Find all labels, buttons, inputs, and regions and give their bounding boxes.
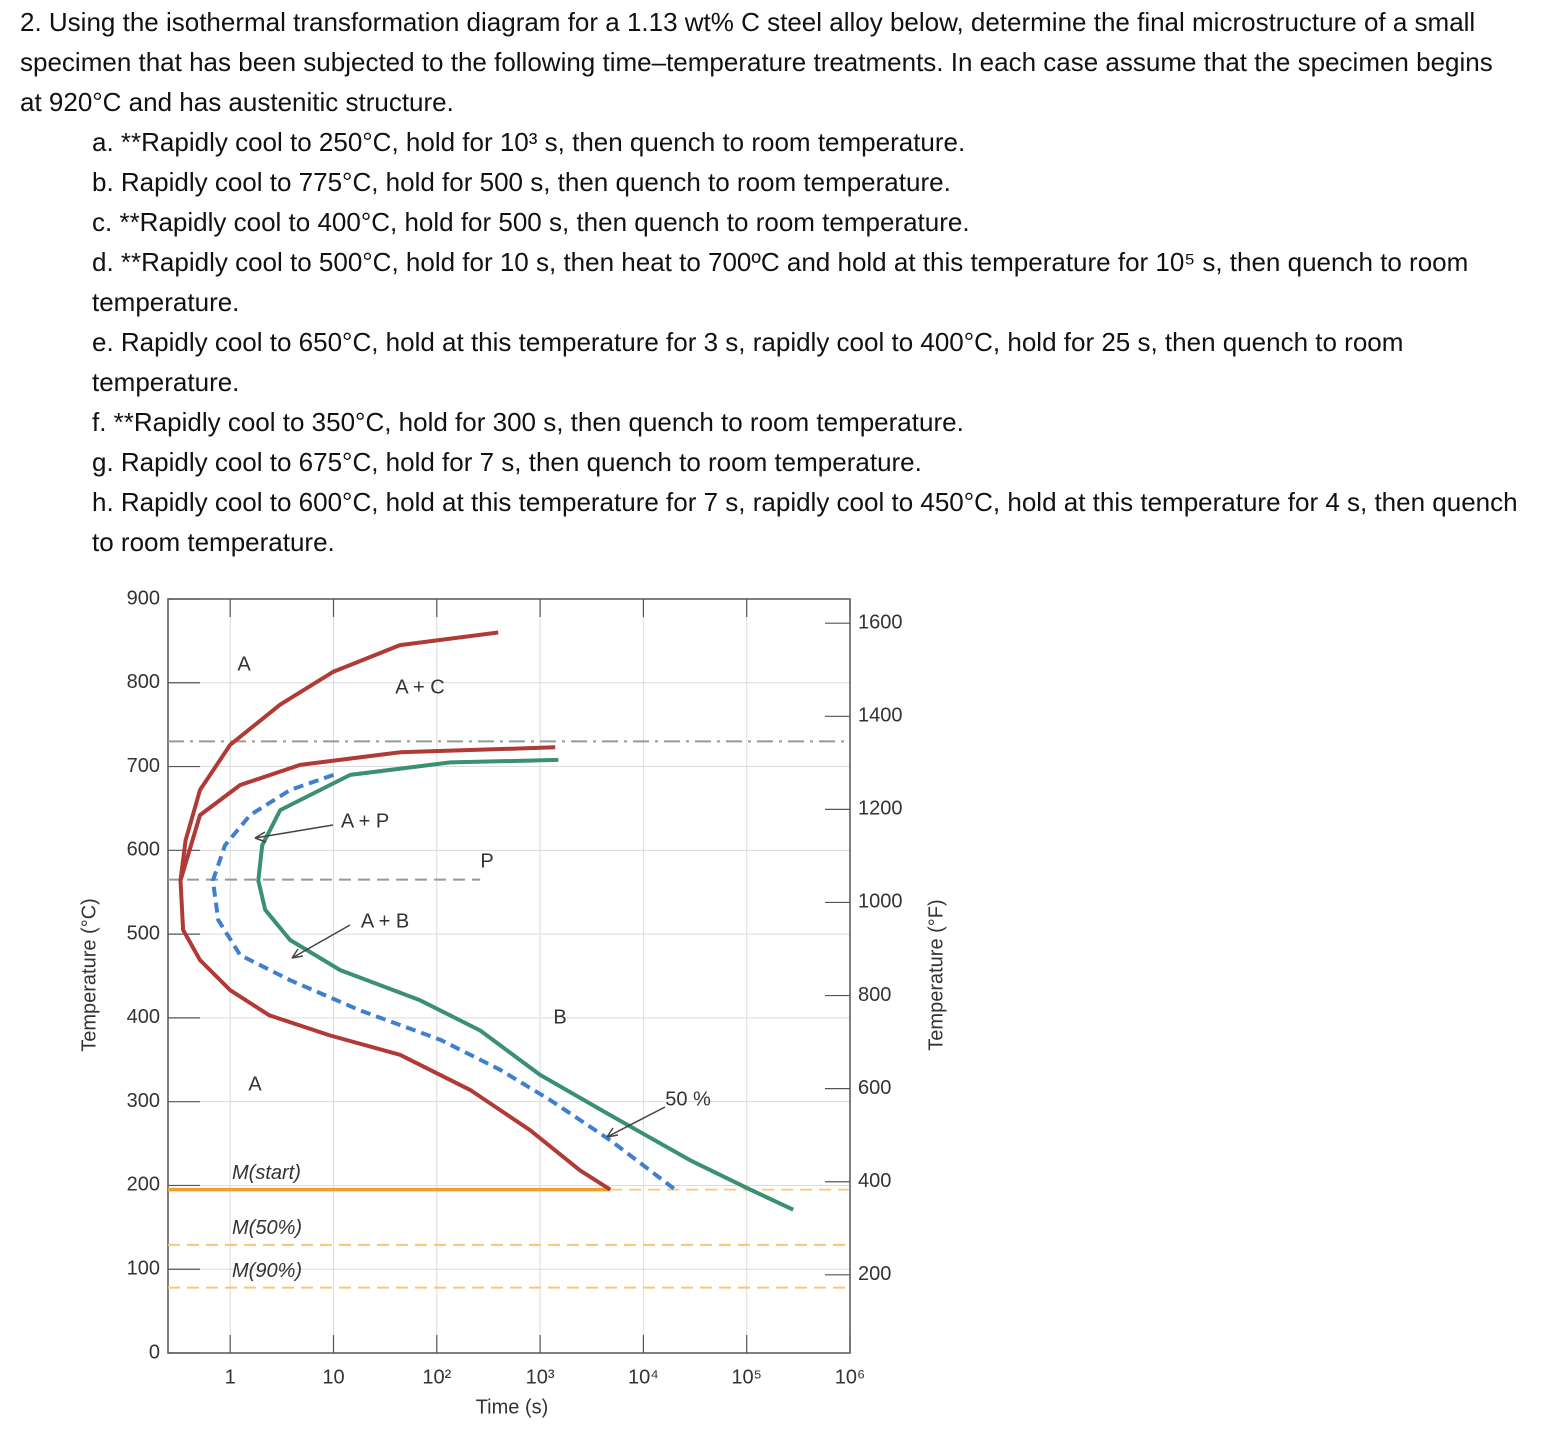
transformation-curve (178, 630, 612, 1192)
region-label: A + B (361, 910, 409, 932)
y2-tick-label: 200 (858, 1263, 891, 1285)
y2-axis-title: Temperature (°F) (925, 899, 947, 1050)
question-item: e. Rapidly cool to 650°C, hold at this t… (92, 327, 1404, 397)
y-tick-label: 100 (127, 1258, 160, 1280)
y2-tick-label: 1600 (858, 611, 903, 633)
plot-frame (167, 598, 851, 1354)
pointer (291, 924, 351, 959)
question-item: d. **Rapidly cool to 500°C, hold for 10 … (92, 247, 1469, 317)
y-tick-label: 300 (127, 1090, 160, 1112)
transformation-curve (256, 757, 795, 1212)
arrow-head (606, 1127, 619, 1138)
reference-label: M(start) (232, 1162, 301, 1184)
y2-tick-label: 600 (858, 1077, 891, 1099)
pointer (254, 824, 334, 839)
x-tick-label: 1 (225, 1366, 236, 1388)
x-tick-label: 10² (422, 1366, 451, 1388)
y2-tick-label: 1000 (858, 891, 903, 913)
question-intro: 2. Using the isothermal transformation d… (20, 7, 1493, 117)
item-list: a. **Rapidly cool to 250°C, hold for 10³… (92, 122, 1532, 562)
question-item: a. **Rapidly cool to 250°C, hold for 10³… (92, 127, 966, 157)
pointer (606, 1106, 666, 1138)
y2-tick-label: 1400 (858, 705, 903, 727)
reference-label: M(50%) (232, 1217, 302, 1239)
region-label: A (237, 653, 251, 675)
y-axis-title: Temperature (°C) (78, 898, 100, 1052)
region-label: A (248, 1073, 262, 1095)
x-tick-label: 10 (322, 1366, 344, 1388)
arrow-head (254, 831, 267, 843)
x-tick-label: 10⁶ (835, 1366, 865, 1388)
reference-label: M(90%) (232, 1260, 302, 1282)
region-label: B (553, 1006, 566, 1028)
y-tick-label: 800 (127, 671, 160, 693)
y-tick-label: 500 (127, 922, 160, 944)
y-tick-label: 0 (149, 1341, 160, 1363)
y-tick-label: 400 (127, 1006, 160, 1028)
y-tick-label: 600 (127, 839, 160, 861)
question-item: c. **Rapidly cool to 400°C, hold for 500… (92, 207, 970, 237)
x-tick-label: 10³ (526, 1366, 555, 1388)
region-label: A + C (395, 676, 444, 698)
x-tick-label: 10⁵ (731, 1366, 762, 1388)
y2-tick-label: 1200 (858, 798, 903, 820)
region-label: P (480, 850, 493, 872)
transformation-curve (210, 773, 677, 1192)
question-item: h. Rapidly cool to 600°C, hold at this t… (92, 487, 1518, 557)
region-label: A + P (341, 810, 389, 832)
question: 2. Using the isothermal transformation d… (20, 2, 1520, 562)
y-tick-label: 700 (127, 755, 160, 777)
y2-tick-label: 400 (858, 1170, 891, 1192)
y-tick-label: 200 (127, 1174, 160, 1196)
question-item: b. Rapidly cool to 775°C, hold for 500 s… (92, 167, 951, 197)
transformation-curve (178, 745, 556, 882)
x-tick-label: 10⁴ (628, 1366, 659, 1388)
y-tick-label: 900 (127, 587, 160, 609)
question-item: g. Rapidly cool to 675°C, hold for 7 s, … (92, 447, 922, 477)
region-label: 50 % (665, 1088, 711, 1110)
y2-tick-label: 800 (858, 984, 891, 1006)
arrow-head (291, 948, 304, 959)
x-axis-title: Time (s) (476, 1396, 549, 1418)
question-item: f. **Rapidly cool to 350°C, hold for 300… (92, 407, 964, 437)
